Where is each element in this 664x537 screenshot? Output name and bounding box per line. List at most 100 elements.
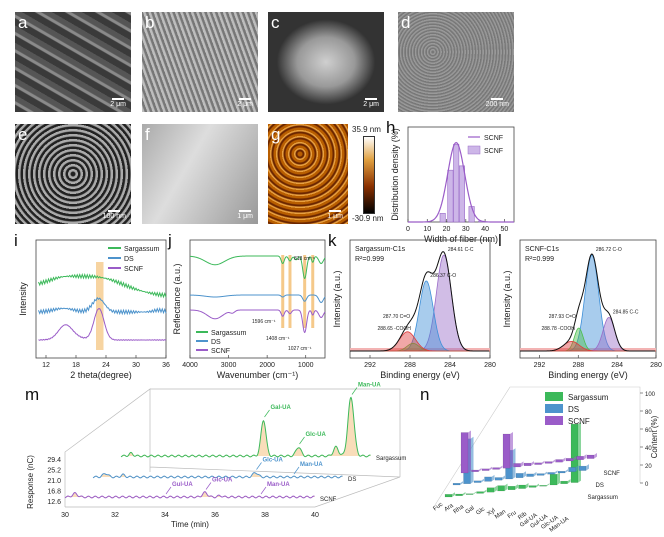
xrd-line-ds (38, 296, 167, 316)
histogram-bar (453, 143, 460, 223)
component-label: 284.85 C-C (613, 309, 639, 315)
bar-side (544, 471, 547, 476)
peak-arrow (165, 486, 172, 495)
peak-annotation: 1596 cm⁻¹ (252, 319, 276, 325)
scale-bar-label: 1 μm (237, 213, 253, 220)
y-axis-label: Intensity (18, 282, 28, 316)
bar-sargassum (507, 486, 516, 491)
bar-side (515, 484, 518, 490)
legend-label: DS (568, 405, 579, 414)
x-tick-label: 4000 (182, 362, 198, 369)
scale-bar: 1 μm (327, 210, 343, 220)
x-axis-label: Width of fiber (nm) (424, 234, 498, 244)
bar-scnf (544, 461, 553, 464)
x-tick-label: 24 (102, 362, 110, 369)
bar-side (491, 474, 495, 482)
panel-label: a (18, 13, 28, 32)
histogram-bar (447, 169, 454, 223)
gaussian-fit-line (408, 141, 514, 223)
bar-side (523, 471, 526, 478)
bar-sargassum (444, 494, 453, 498)
micrograph-g: g 1 μm (268, 124, 348, 224)
bar-ds (568, 467, 576, 472)
x-tick-label: 280 (650, 362, 662, 369)
micrograph-d: d 200 nm (398, 12, 514, 112)
bar-scnf (492, 467, 500, 470)
legend-label: DS (211, 339, 221, 346)
highlight-band (311, 255, 315, 328)
peak-label: Gul-UA (172, 482, 193, 488)
y-tick-label: 0 (645, 482, 649, 488)
panel-label: g (271, 125, 281, 144)
bar-ds (578, 465, 587, 471)
category-tick-label: Fru (507, 510, 518, 520)
x-tick-label: 284 (611, 362, 623, 369)
category-tick-label: Gal (465, 505, 476, 515)
x-tick-label: 40 (481, 226, 489, 233)
scale-bar-label: 1 μm (327, 213, 343, 220)
peak-annotation: 1408 cm⁻¹ (266, 336, 290, 342)
category-tick-label: Fuc (433, 502, 445, 513)
scale-bar: 2 μm (237, 98, 253, 108)
panel-label: k (328, 231, 337, 250)
bar-sargassum (476, 491, 484, 494)
xrd-line-scnf (38, 308, 167, 341)
bar-side (541, 460, 545, 465)
plot-frame (519, 239, 657, 359)
bar-side (578, 422, 581, 483)
highlight-band (303, 255, 307, 328)
scale-bar-line (239, 98, 252, 100)
plot-frame (189, 239, 326, 359)
category-tick-label: Man (494, 509, 507, 521)
r-squared-label: R²=0.999 (525, 256, 554, 263)
highlight-band (96, 262, 104, 350)
category-tick-label: Ara (444, 503, 456, 514)
legend-label: DS (124, 256, 134, 263)
panel-label: c (271, 13, 280, 32)
bar-side (557, 472, 560, 485)
x-axis-label: Binding energy (eV) (380, 370, 460, 380)
y-tick-label: 29.4 (47, 457, 61, 464)
scale-bar: 2 μm (110, 98, 126, 108)
peak-label: Glc-UA (263, 458, 284, 464)
series-axis-label: SCNF (604, 471, 621, 477)
micrograph-c: c 2 μm (268, 12, 384, 112)
legend-label: SCNF (484, 135, 503, 142)
histogram-bar (439, 213, 446, 223)
peak-arrow (256, 462, 262, 470)
highlight-band (281, 255, 285, 328)
bar-scnf (460, 432, 469, 474)
bar-sargassum (539, 485, 547, 487)
scale-bar-line (239, 210, 252, 212)
bar-side (489, 466, 492, 471)
x-tick-label: 1000 (298, 362, 314, 369)
x-tick-label: 18 (72, 362, 80, 369)
y-tick-label: 16.8 (47, 489, 61, 496)
legend-label: Sargassum (568, 393, 609, 402)
colorbar-max-label: 35.9 nm (352, 125, 381, 134)
bar-side (552, 459, 555, 464)
y-axis-label: Intensity (a.u.) (332, 270, 342, 327)
y-tick-label: 25.2 (47, 468, 61, 475)
legend-swatch (545, 416, 563, 425)
plot-frame (349, 239, 491, 359)
bar-scnf (576, 456, 584, 461)
scale-bar: 200 nm (486, 98, 509, 108)
y-axis-label: Intensity (a.u.) (502, 270, 512, 327)
bar-side (573, 456, 576, 461)
x-tick-label: 292 (364, 362, 376, 369)
bar-side (546, 483, 550, 487)
spectrum-title: Sargassum-C1s (355, 246, 406, 253)
bar-scnf (471, 469, 479, 472)
x-tick-label: 34 (161, 512, 169, 519)
panel-label: i (14, 231, 18, 250)
trace-line-ds (92, 472, 343, 479)
y-tick-label: 80 (645, 410, 652, 416)
x-tick-label: 30 (132, 362, 140, 369)
envelope-line (520, 253, 656, 352)
bar-side (536, 483, 539, 488)
peak-label: Gal-UA (271, 405, 292, 411)
